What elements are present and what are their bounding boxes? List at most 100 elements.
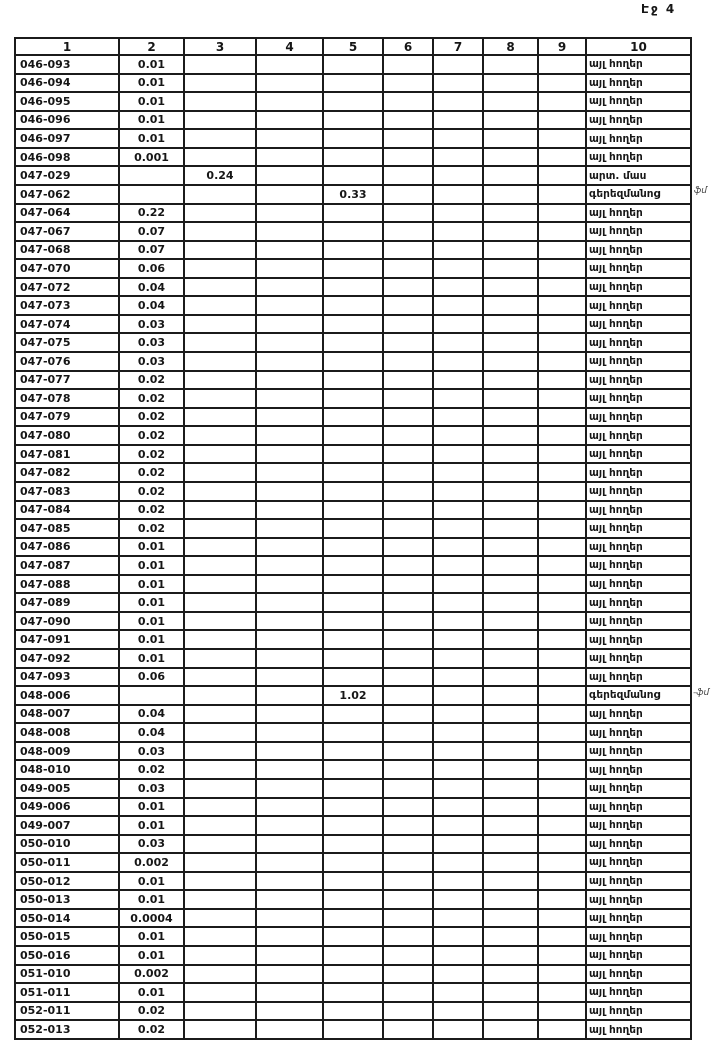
cell-col5 <box>322 54 384 75</box>
table-row: 047-092 0.01 այլ հողեր <box>14 648 692 669</box>
cell-col5 <box>322 796 384 818</box>
cell-col8 <box>482 369 539 391</box>
cell-col9 <box>537 72 587 94</box>
cell-col9 <box>537 518 587 539</box>
cell-col2: 0.01 <box>118 555 185 576</box>
cell-col8 <box>482 276 539 298</box>
cell-col6 <box>382 815 434 836</box>
land-parcel-table: 1 2 3 4 5 6 7 8 9 10 046-093 0.01 այլ հողեր 046-094 0… <box>14 37 692 1040</box>
cell-col4 <box>255 592 324 613</box>
cell-col1: 052-013 <box>14 1019 120 1040</box>
table-row: 047-062 0.33 գերեզմանոց <box>14 183 692 205</box>
cell-col6 <box>382 777 434 799</box>
cell-col9 <box>537 313 587 335</box>
table-row: 047-064 0.22 այլ հողեր <box>14 202 692 224</box>
cell-col10: այլ հողեր <box>585 276 692 298</box>
cell-col6 <box>382 982 434 1003</box>
cell-col3 <box>183 759 257 780</box>
cell-col8 <box>482 740 539 762</box>
cell-col7 <box>432 258 484 279</box>
cell-col1: 048-009 <box>14 740 120 762</box>
cell-col10: այլ հողեր <box>585 573 692 595</box>
cell-col4 <box>255 703 324 725</box>
cell-col6 <box>382 425 434 446</box>
cell-col10: այլ հողեր <box>585 629 692 650</box>
cell-col1: 047-079 <box>14 406 120 428</box>
cell-col3 <box>183 666 257 688</box>
cell-col7 <box>432 1019 484 1040</box>
cell-col2: 0.03 <box>118 833 185 855</box>
cell-col1: 050-010 <box>14 833 120 855</box>
cell-col1: 047-075 <box>14 332 120 353</box>
cell-col1: 047-073 <box>14 295 120 316</box>
cell-col4 <box>255 369 324 391</box>
cell-col9 <box>537 629 587 650</box>
cell-col8 <box>482 239 539 261</box>
cell-col2: 0.01 <box>118 870 185 892</box>
cell-col9 <box>537 777 587 799</box>
cell-col4 <box>255 54 324 75</box>
cell-col5 <box>322 425 384 446</box>
cell-col4 <box>255 1019 324 1040</box>
cell-col2: 0.02 <box>118 388 185 409</box>
cell-col3 <box>183 907 257 929</box>
cell-col9 <box>537 202 587 224</box>
cell-col2: 0.01 <box>118 629 185 650</box>
cell-col1: 047-076 <box>14 351 120 372</box>
cell-col7 <box>432 610 484 632</box>
cell-col8 <box>482 258 539 279</box>
cell-col4 <box>255 555 324 576</box>
table-row: 046-095 0.01 այլ հողեր <box>14 91 692 112</box>
cell-col3 <box>183 128 257 149</box>
table-row: 047-076 0.03 այլ հողեր <box>14 351 692 372</box>
cell-col6 <box>382 573 434 595</box>
cell-col1: 047-087 <box>14 555 120 576</box>
column-header: 5 <box>322 37 384 56</box>
cell-col7 <box>432 165 484 186</box>
cell-col6 <box>382 202 434 224</box>
cell-col5 <box>322 982 384 1003</box>
cell-col2: 0.07 <box>118 239 185 261</box>
cell-col8 <box>482 870 539 892</box>
cell-col5 <box>322 722 384 743</box>
cell-col5 <box>322 852 384 873</box>
cell-col4 <box>255 982 324 1003</box>
cell-col7 <box>432 536 484 558</box>
cell-col4 <box>255 295 324 316</box>
table-row: 050-016 0.01 այլ հողեր <box>14 945 692 966</box>
cell-col3 <box>183 276 257 298</box>
cell-col2: 0.01 <box>118 592 185 613</box>
table-row: 047-086 0.01 այլ հողեր <box>14 536 692 558</box>
cell-col1: 050-013 <box>14 889 120 910</box>
cell-col10: այլ հողեր <box>585 740 692 762</box>
cell-col5 <box>322 740 384 762</box>
cell-col8 <box>482 759 539 780</box>
cell-col7 <box>432 555 484 576</box>
cell-col8 <box>482 462 539 483</box>
cell-col10: այլ հողեր <box>585 1019 692 1040</box>
cell-col9 <box>537 369 587 391</box>
cell-col1: 051-010 <box>14 963 120 985</box>
cell-col4 <box>255 945 324 966</box>
cell-col4 <box>255 425 324 446</box>
cell-col9 <box>537 443 587 465</box>
cell-col5 <box>322 1000 384 1022</box>
cell-col5 <box>322 907 384 929</box>
cell-col4 <box>255 276 324 298</box>
cell-col1: 047-077 <box>14 369 120 391</box>
cell-col3 <box>183 740 257 762</box>
cell-col8 <box>482 815 539 836</box>
cell-col9 <box>537 610 587 632</box>
cell-col5 <box>322 369 384 391</box>
cell-col7 <box>432 685 484 706</box>
cell-col9 <box>537 685 587 706</box>
cell-col10: այլ հողեր <box>585 982 692 1003</box>
cell-col3 <box>183 1019 257 1040</box>
table-row: 052-011 0.02 այլ հողեր <box>14 1000 692 1022</box>
cell-col2: 0.02 <box>118 480 185 502</box>
cell-col8 <box>482 629 539 650</box>
cell-col3 <box>183 295 257 316</box>
cell-col2: 0.03 <box>118 740 185 762</box>
cell-col4 <box>255 610 324 632</box>
cell-col1: 046-096 <box>14 109 120 131</box>
